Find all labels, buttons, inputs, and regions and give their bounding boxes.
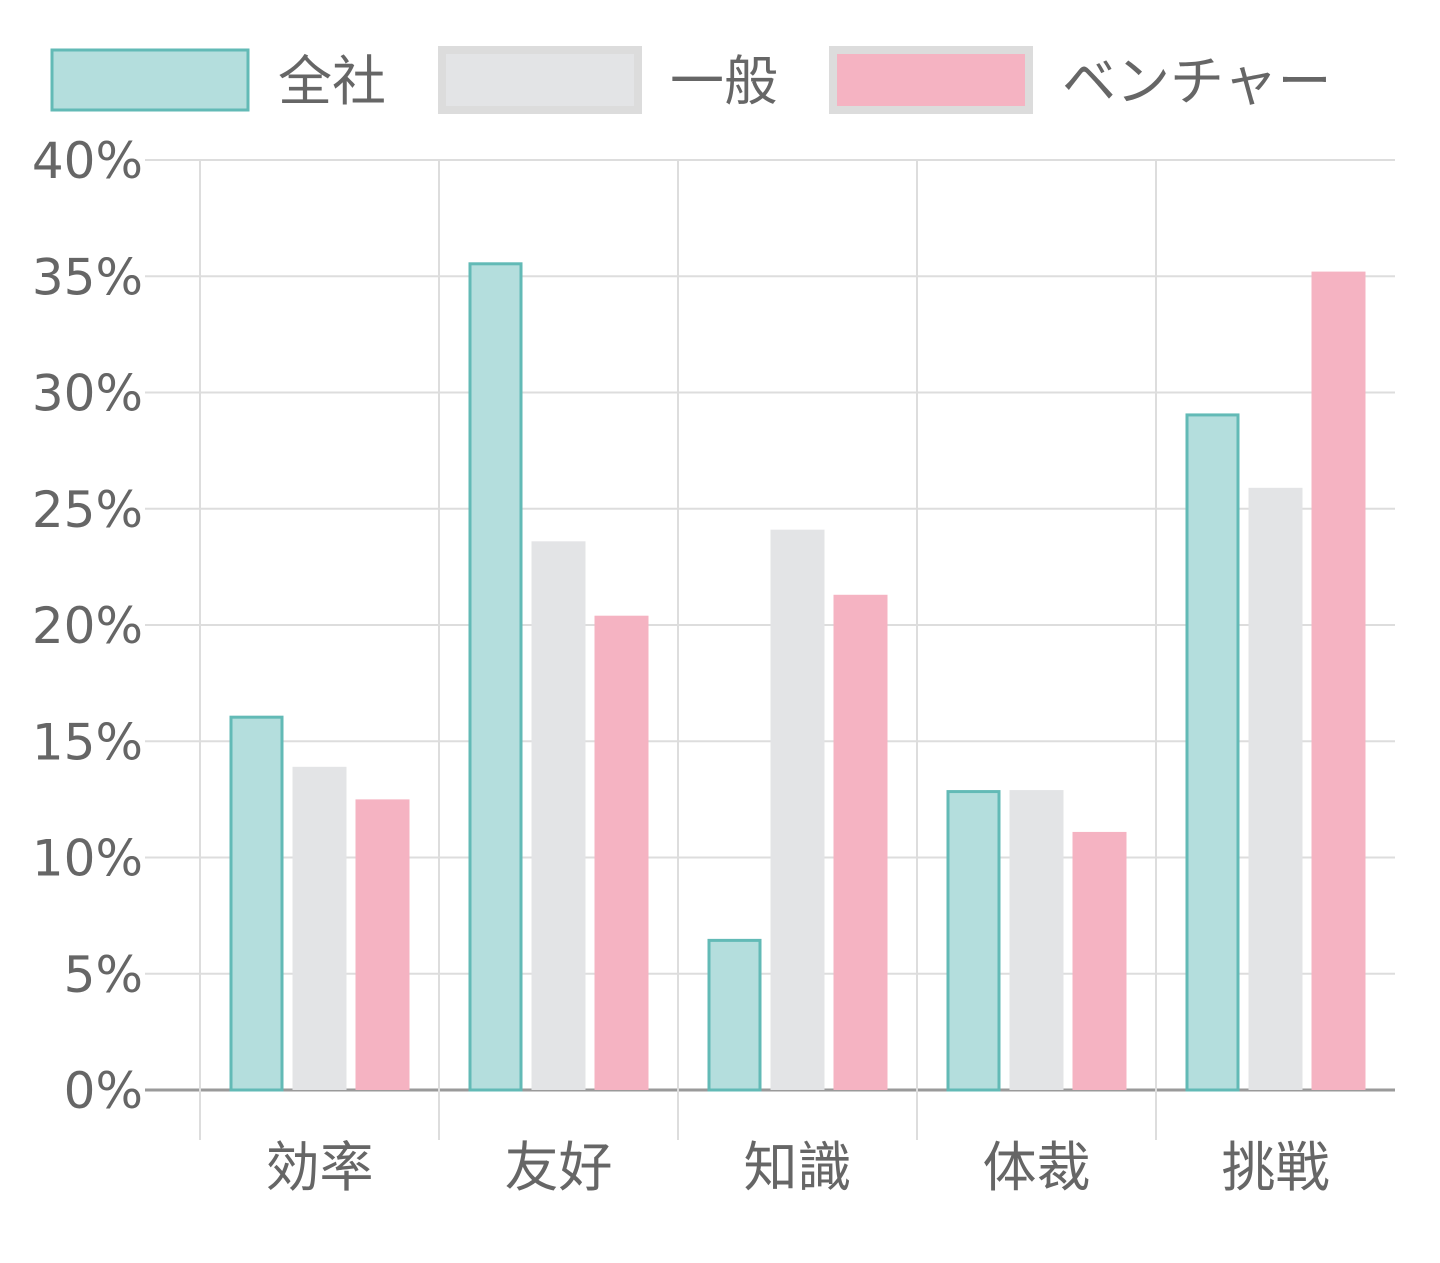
bar (946, 790, 1001, 1092)
bar (707, 938, 762, 1092)
legend-label: ベンチャー (1062, 50, 1331, 113)
bar (229, 715, 284, 1092)
bar (531, 541, 586, 1090)
bar (468, 262, 523, 1092)
y-tick-label: 40% (32, 132, 143, 190)
x-tick-label: 友好 (505, 1136, 613, 1199)
y-tick-label: 5% (64, 946, 143, 1004)
y-tick-label: 15% (32, 713, 143, 771)
legend-swatch (438, 46, 642, 114)
bar (1072, 831, 1127, 1090)
y-tick-label: 25% (32, 481, 143, 539)
x-axis: 効率 友好 知識 体裁 挑戦 (266, 1136, 1330, 1199)
legend-label: 一般 (670, 50, 778, 113)
x-tick-label: 効率 (266, 1136, 374, 1199)
bar (770, 529, 825, 1090)
bar (292, 766, 347, 1090)
legend-swatch (829, 46, 1033, 114)
legend-label: 全社 (278, 50, 386, 113)
y-axis: 0% 5% 10% 15% 20% 25% 30% 35% 40% (32, 132, 143, 1120)
legend-swatch (50, 48, 250, 112)
y-tick-label: 30% (32, 365, 143, 423)
x-tick-label: 体裁 (983, 1136, 1091, 1199)
bars (229, 262, 1366, 1092)
x-tick-label: 挑戦 (1222, 1136, 1330, 1199)
bar (1185, 413, 1240, 1092)
bar (1009, 790, 1064, 1090)
y-tick-label: 10% (32, 830, 143, 888)
y-tick-label: 35% (32, 248, 143, 306)
bar (1248, 487, 1303, 1090)
bar (355, 799, 410, 1090)
x-tick-label: 知識 (744, 1136, 852, 1199)
bar (594, 615, 649, 1090)
y-tick-label: 0% (64, 1062, 143, 1120)
legend: 全社 一般 ベンチャー (50, 46, 1331, 114)
y-tick-label: 20% (32, 597, 143, 655)
gridlines (145, 159, 1395, 1140)
bar (833, 594, 888, 1090)
bar (1311, 271, 1366, 1091)
